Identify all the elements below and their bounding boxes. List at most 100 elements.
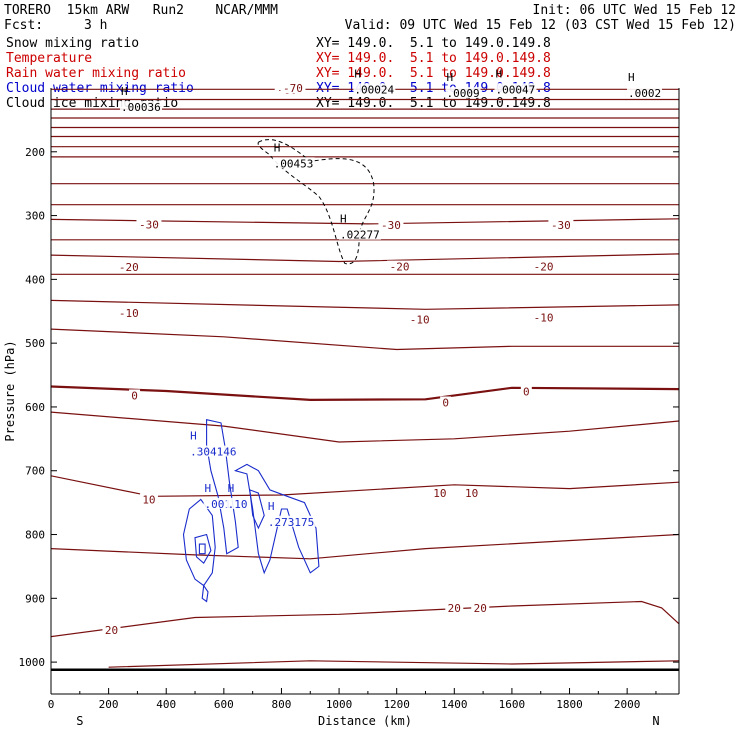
isotherm-label: -20 [534, 261, 554, 274]
high-value: .001 [205, 498, 232, 511]
high-marker: H [268, 500, 275, 513]
cloud-water-contour [182, 498, 216, 587]
isotherm-label-bg [139, 493, 158, 505]
isotherm-label: 20 [474, 602, 487, 615]
isotherm-label: 20 [448, 602, 461, 615]
isotherm-label: -10 [119, 307, 139, 320]
isotherm-line [108, 660, 679, 668]
isotherm-label: -30 [551, 219, 571, 232]
isotherm-line [51, 253, 679, 263]
high-value: .00036 [121, 101, 161, 114]
isotherm-label-bg [378, 219, 404, 231]
isotherm-label: -30 [381, 219, 401, 232]
isotherm-label-bg [471, 601, 490, 613]
cloud-water-contour [194, 533, 212, 565]
x-tick-label: 1600 [499, 698, 526, 711]
high-value-bg [494, 83, 537, 95]
isotherm-label-bg [387, 260, 413, 272]
isotherm-label: -10 [534, 312, 554, 325]
high-value-bg [266, 515, 316, 527]
high-value: .0009 [447, 87, 480, 100]
cloud-water-contour [198, 543, 206, 555]
isotherm-label-bg [462, 487, 481, 499]
high-marker: H [496, 67, 503, 80]
high-value: .304146 [190, 446, 236, 459]
isotherm-label: -10 [410, 314, 430, 327]
x-tick-label: 0 [48, 698, 55, 711]
x-tick-label: 2000 [614, 698, 641, 711]
x-tick-label: 1400 [441, 698, 468, 711]
isotherm-label-bg [129, 389, 141, 401]
field-name: Temperature [6, 51, 93, 66]
isotherm-label-bg [440, 396, 452, 408]
field-name: Cloud water mixing ratio [6, 81, 194, 96]
high-marker: H [121, 85, 128, 98]
isotherm-label: -20 [119, 261, 139, 274]
left-end-label: S [76, 714, 83, 728]
isotherm-label: 0 [131, 389, 138, 402]
high-value: .02277 [340, 229, 380, 242]
high-value: .10 [228, 498, 248, 511]
fcst-label: Fcst: [4, 18, 44, 33]
isotherm-label-bg [531, 311, 557, 323]
isotherm-label-bg [280, 82, 306, 93]
high-value-bg [226, 497, 248, 509]
isotherm-line [51, 299, 679, 310]
fcst-value: 3 h [84, 18, 108, 33]
y-tick-label: 500 [25, 337, 45, 350]
isotherm-label-bg [102, 624, 121, 636]
isotherm-label-bg [116, 261, 142, 273]
field-name: Snow mixing ratio [6, 36, 140, 51]
high-value-bg [353, 83, 396, 95]
x-tick-label: 400 [156, 698, 176, 711]
y-tick-label: 800 [25, 529, 45, 542]
isotherm-label: -70 [283, 82, 303, 95]
high-marker: H [205, 482, 212, 495]
isotherm-label-bg [520, 385, 532, 397]
isotherm-line [51, 328, 679, 351]
isotherm-label-bg [445, 601, 464, 613]
high-marker: H [190, 430, 197, 443]
isotherm-line [51, 385, 679, 402]
high-value-bg [627, 87, 663, 99]
isotherm-label-bg [531, 260, 557, 272]
x-tick-label: 600 [214, 698, 234, 711]
y-axis-title: Pressure (hPa) [3, 340, 17, 441]
cloud-water-contour [201, 584, 209, 603]
high-value: .0002 [628, 87, 661, 100]
high-value-bg [445, 87, 481, 99]
x-tick-label: 800 [272, 698, 292, 711]
high-marker: H [628, 71, 635, 84]
x-axis-title: Distance (km) [318, 714, 412, 728]
cloud-water-contour [249, 489, 265, 530]
high-value: .00047 [496, 83, 536, 96]
isotherm-line [51, 533, 679, 560]
high-marker: H [228, 482, 235, 495]
isotherm-label-bg [136, 218, 162, 230]
high-value-bg [338, 228, 381, 240]
title-left: TORERO 15km ARW Run2 NCAR/MMM [4, 3, 278, 18]
isotherm-label-bg [407, 313, 433, 325]
y-tick-label: 1000 [19, 656, 46, 669]
field-xy: XY= 149.0. 5.1 to 149.0.149.8 [316, 66, 551, 81]
high-value-bg [272, 157, 315, 169]
x-tick-label: 1000 [326, 698, 353, 711]
high-value-bg [120, 101, 163, 113]
field-xy: XY= 149.0. 5.1 to 149.0.149.8 [316, 36, 551, 51]
isotherm-label-bg [548, 219, 574, 231]
high-value-bg [189, 445, 239, 457]
field-xy: XY= 149.0. 5.1 to 149.0.149.8 [316, 51, 551, 66]
isotherm-label: -20 [390, 261, 410, 274]
high-marker: H [354, 67, 361, 80]
high-marker: H [340, 213, 347, 226]
isotherm-label: 20 [105, 624, 118, 637]
high-value: .273175 [268, 516, 314, 529]
high-value: .00024 [354, 83, 394, 96]
isotherm-label: 10 [142, 493, 155, 506]
isotherm-label-bg [116, 307, 142, 319]
init-time: Init: 06 UTC Wed 15 Feb 12 [532, 3, 737, 18]
isotherm-line [51, 411, 679, 443]
x-tick-label: 1200 [383, 698, 410, 711]
y-tick-label: 200 [25, 146, 45, 159]
